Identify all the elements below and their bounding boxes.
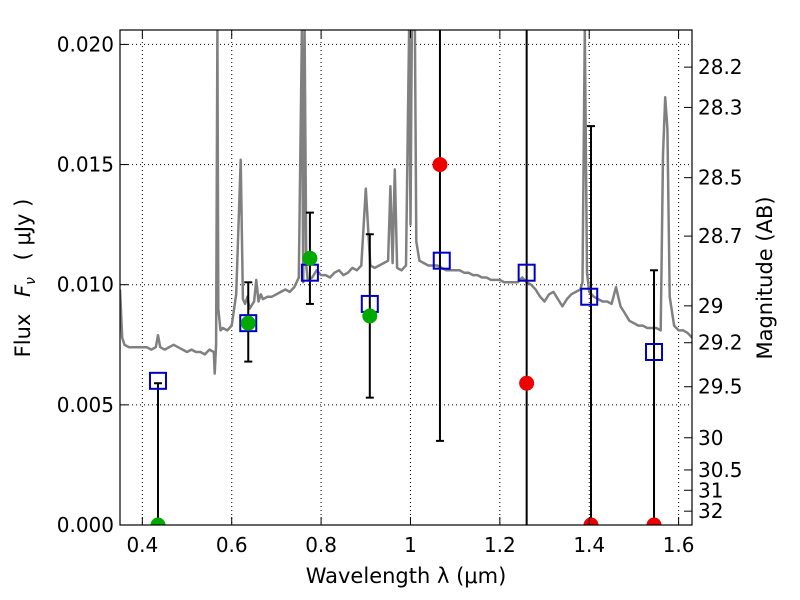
x-tick-label-3: 1 [404,533,417,557]
x-axis: 0.4 0.6 0.8 1 1.2 1.4 1.6 [126,30,695,557]
error-bar-6 [587,125,596,525]
observed-point-2 [302,250,318,266]
y-tick-label-4: 0.020 [57,32,114,56]
observed-point-5 [519,375,535,391]
y-tick-label-0: 0.000 [57,513,114,537]
magnitude-tick-label-3: 28.7 [698,224,743,248]
error-bar-7 [650,269,659,525]
plot-frame [119,29,693,526]
magnitude-tick-label-10: 32 [698,499,723,523]
error-bar-4 [435,30,444,442]
magnitude-tick-label-0: 28.2 [698,55,743,79]
magnitude-tick-label-6: 29.5 [698,375,743,399]
magnitude-tick-label-9: 31 [698,478,723,502]
x-tick-label-4: 1.2 [484,533,516,557]
y-tick-label-2: 0.010 [57,273,114,297]
model-point-1 [239,314,258,333]
y-tick-label-3: 0.015 [57,153,114,177]
y-axis-label-symbol: F [11,284,35,297]
model-point-7 [645,342,664,361]
model-point-6 [580,287,599,306]
magnitude-tick-label-7: 30 [698,426,723,450]
magnitude-tick-label-4: 29 [698,294,723,318]
observed-point-3 [362,308,378,324]
magnitude-tick-label-2: 28.5 [698,166,743,190]
model-point-5 [517,263,536,282]
observed-photometry [150,157,662,525]
y2-axis-label: Magnitude (AB) [753,196,777,359]
x-axis-label: Wavelength λ (μm) [306,564,507,588]
error-bar-0 [153,382,162,525]
magnitude-tick-label-1: 28.3 [698,95,743,119]
x-tick-label-5: 1.4 [573,533,605,557]
model-point-4 [432,251,451,270]
observed-point-6 [583,517,599,525]
y-axis-left: 0.000 0.005 0.010 0.015 0.020 [57,32,128,537]
observed-point-1 [240,315,256,331]
observed-point-4 [432,157,448,173]
y-axis-label: Flux Fν ( μJy ) [11,199,40,358]
observed-point-0 [150,517,166,525]
x-tick-label-1: 0.6 [216,533,248,557]
observed-point-7 [646,517,662,525]
x-tick-label-6: 1.6 [663,533,695,557]
model-point-0 [148,371,167,390]
y-axis-label-unit: ( μJy ) [11,199,35,261]
x-tick-label-2: 0.8 [305,533,337,557]
magnitude-tick-label-8: 30.5 [698,458,743,482]
magnitude-tick-label-5: 29.2 [698,331,743,355]
y-tick-label-1: 0.005 [57,393,114,417]
y-axis-label-text: Flux [11,314,35,358]
y-axis-label-subscript: ν [23,277,39,285]
x-tick-label-0: 0.4 [126,533,158,557]
